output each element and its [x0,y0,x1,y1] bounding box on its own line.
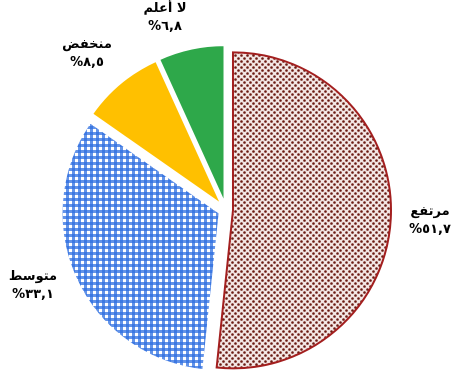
pie-slice-2 [60,120,221,372]
slice-value-label: ٣٣,١% [12,287,54,302]
slice-label-3: منخفض ٨,٥% [62,37,112,70]
slice-value-label: ٨,٥% [70,55,104,70]
slice-category-label: لا أعلم [143,0,186,16]
slice-label-1: مرتفع ٥١,٧% [409,204,451,237]
pie-slice-1 [215,51,392,370]
pie-slice-4 [157,44,226,204]
pie-slices [60,44,392,372]
pie-labels: مرتفع ٥١,٧% متوسط ٣٣,١% منخفض ٨,٥% لا أعلم ٦,٨% [9,0,451,302]
slice-category-label: متوسط [9,269,57,284]
pie-slice-3 [90,59,224,208]
slice-label-4: لا أعلم ٦,٨% [143,0,186,34]
slice-value-label: ٥١,٧% [409,222,451,237]
slice-label-2: متوسط ٣٣,١% [9,269,57,302]
slice-value-label: ٦,٨% [148,19,182,34]
slice-category-label: منخفض [62,37,112,52]
slice-category-label: مرتفع [410,204,449,219]
